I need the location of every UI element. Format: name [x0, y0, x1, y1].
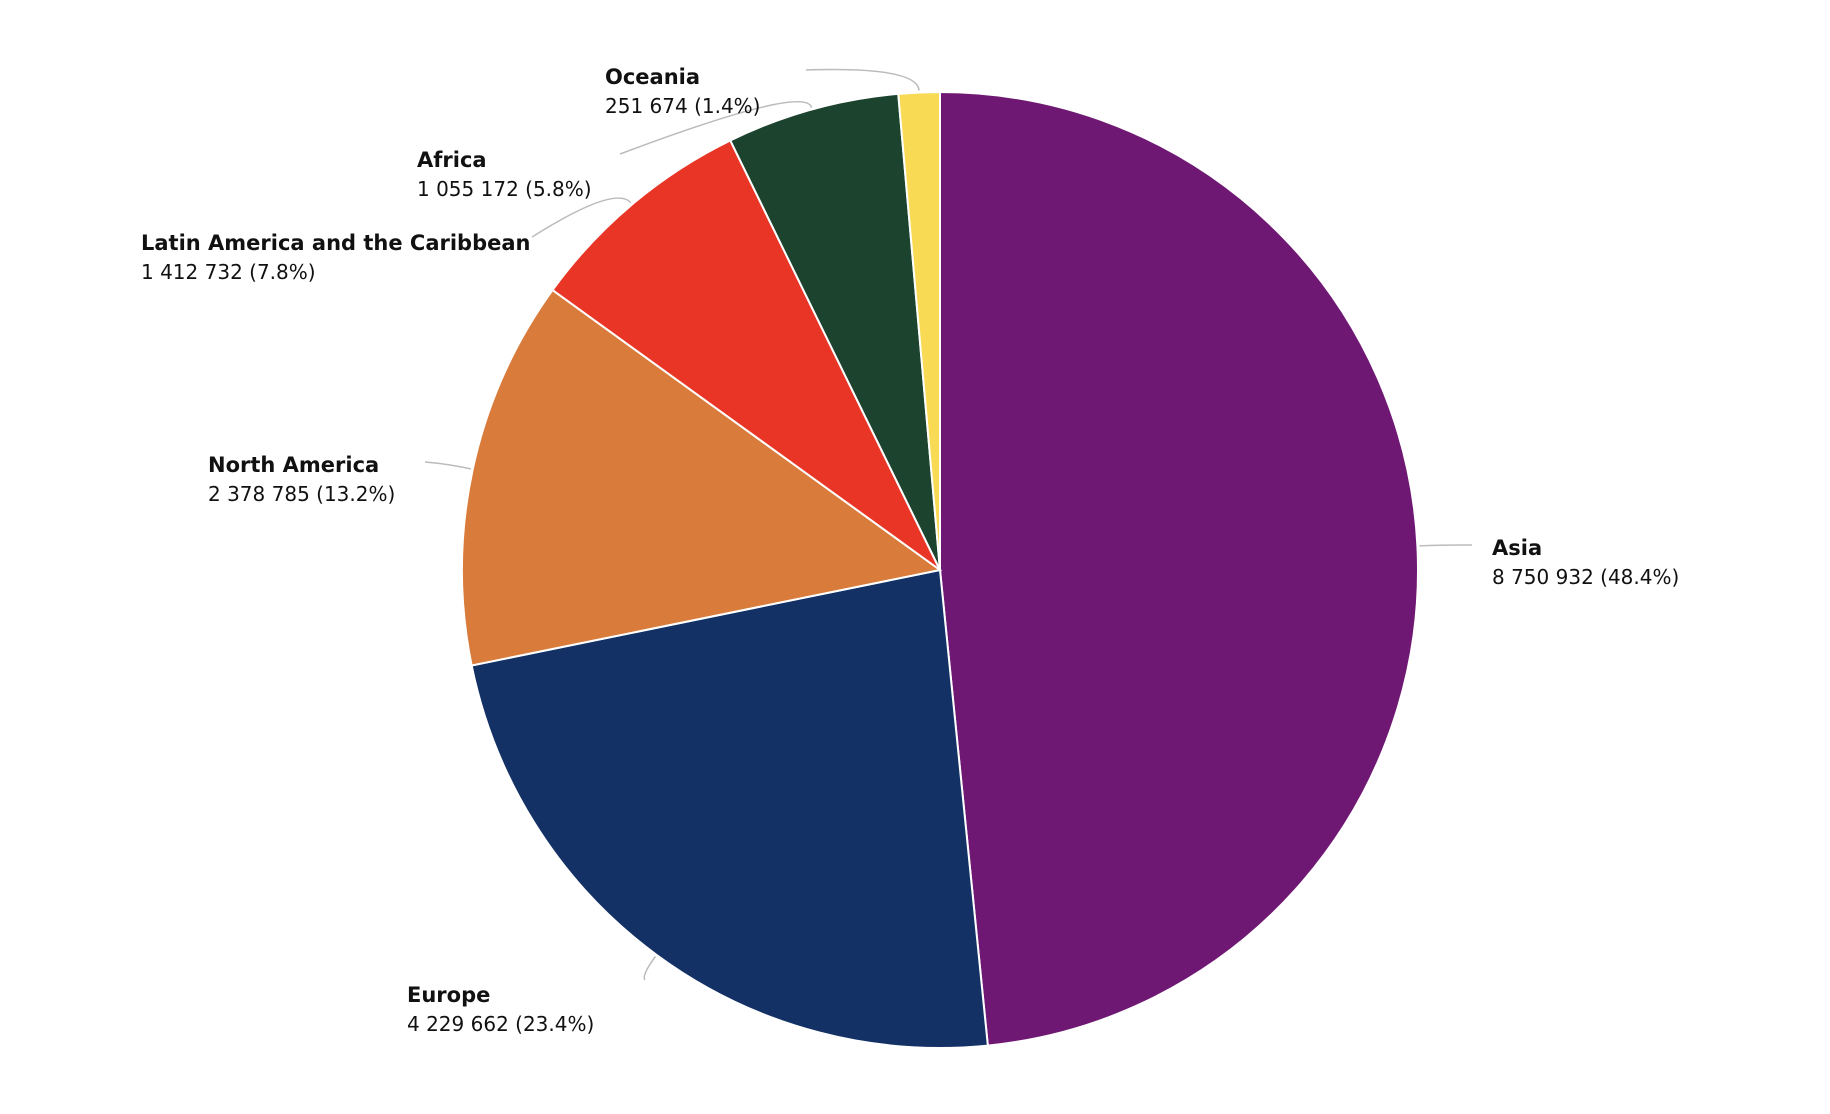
leader-line-north-america: [424, 461, 471, 470]
slice-label-value-oceania: 251 674 (1.4%): [605, 94, 760, 118]
pie-slice-north-america[interactable]: [461, 288, 943, 667]
pie-slice-oceania[interactable]: [897, 90, 941, 571]
leader-lines: [424, 68, 1473, 981]
pie-slice-africa[interactable]: [728, 92, 941, 571]
leader-line-oceania: [805, 68, 920, 91]
pie-slice-europe[interactable]: [470, 568, 989, 1049]
slice-label-name-asia: Asia: [1492, 536, 1542, 560]
leader-line-asia: [1419, 544, 1473, 547]
slice-label-value-asia: 8 750 932 (48.4%): [1492, 565, 1679, 589]
slice-label-value-europe: 4 229 662 (23.4%): [407, 1012, 594, 1036]
slice-label-value-latin-america-and-the-caribbean: 1 412 732 (7.8%): [141, 260, 316, 284]
leader-line-europe: [643, 956, 657, 981]
slice-label-name-oceania: Oceania: [605, 65, 700, 89]
slice-label-name-africa: Africa: [417, 148, 487, 172]
slice-labels: Asia 8 750 932 (48.4%) Europe 4 229 662 (23…: [141, 65, 1679, 1036]
slice-label-name-latin-america-and-the-caribbean: Latin America and the Caribbean: [141, 231, 530, 255]
slice-label-value-north-america: 2 378 785 (13.2%): [208, 482, 395, 506]
leader-line-latin-america-and-the-caribbean: [531, 197, 632, 238]
slice-label-name-europe: Europe: [407, 983, 490, 1007]
leader-line-africa: [619, 101, 813, 155]
slice-label-name-north-america: North America: [208, 453, 379, 477]
slice-label-value-africa: 1 055 172 (5.8%): [417, 177, 592, 201]
pie-slices: [461, 90, 1419, 1049]
pie-slice-latin-america-and-the-caribbean[interactable]: [551, 139, 941, 571]
pie-slice-asia[interactable]: [939, 90, 1419, 1047]
